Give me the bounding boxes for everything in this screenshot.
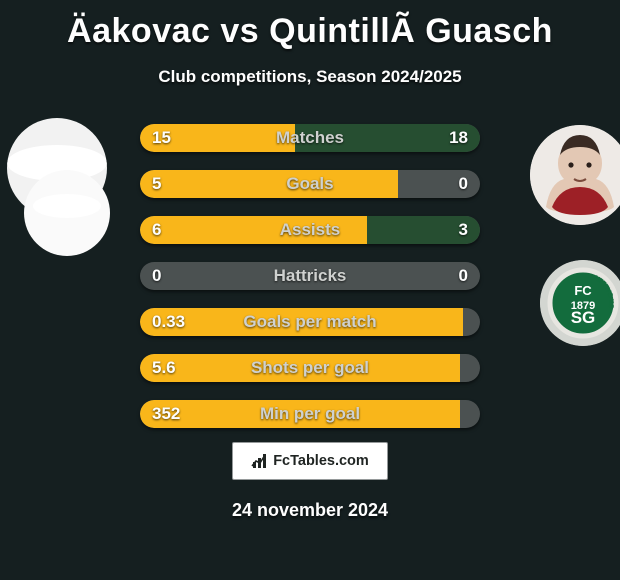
fctables-logo[interactable]: FcTables.com [232, 442, 388, 480]
bar-value-right: 18 [449, 124, 468, 152]
svg-text:FC: FC [574, 283, 592, 298]
bar-label: Hattricks [140, 262, 480, 290]
bar-value-right: 3 [459, 216, 468, 244]
stat-bar-row: Assists6 3 [140, 216, 480, 244]
stat-bar-row: Hattricks0 0 [140, 262, 480, 290]
stat-bar-row: Shots per goal5.6 [140, 354, 480, 382]
bar-value-left: 6 [152, 216, 161, 244]
bar-value-left: 352 [152, 400, 180, 428]
chart-icon [251, 452, 269, 470]
bar-value-left: 5 [152, 170, 161, 198]
club-left-badge [24, 170, 110, 256]
bar-value-right: 0 [459, 262, 468, 290]
bar-label: Min per goal [140, 400, 480, 428]
stat-bar-row: Matches15 18 [140, 124, 480, 152]
bar-label: Assists [140, 216, 480, 244]
stat-bar-row: Goals per match0.33 [140, 308, 480, 336]
comparison-title: Äakovac vs QuintillÃ Guasch [0, 0, 620, 51]
stat-bars-container: Matches1518Goals50Assists63Hattricks00Go… [140, 124, 480, 446]
player-right-portrait [530, 125, 620, 225]
stat-bar-row: Goals5 0 [140, 170, 480, 198]
stat-bar-row: Min per goal352 [140, 400, 480, 428]
svg-text:SG: SG [571, 308, 596, 327]
bar-label: Shots per goal [140, 354, 480, 382]
bar-value-left: 0 [152, 262, 161, 290]
bar-label: Goals [140, 170, 480, 198]
comparison-subtitle: Club competitions, Season 2024/2025 [0, 67, 620, 87]
bar-label: Goals per match [140, 308, 480, 336]
bar-value-right: 0 [459, 170, 468, 198]
bar-value-left: 0.33 [152, 308, 185, 336]
bar-label: Matches [140, 124, 480, 152]
club-right-badge: FC 1879 SG ST. GALLEN [540, 260, 620, 346]
bar-value-left: 15 [152, 124, 171, 152]
bar-value-left: 5.6 [152, 354, 176, 382]
logo-text: FcTables.com [273, 453, 369, 469]
comparison-date: 24 november 2024 [0, 500, 620, 521]
